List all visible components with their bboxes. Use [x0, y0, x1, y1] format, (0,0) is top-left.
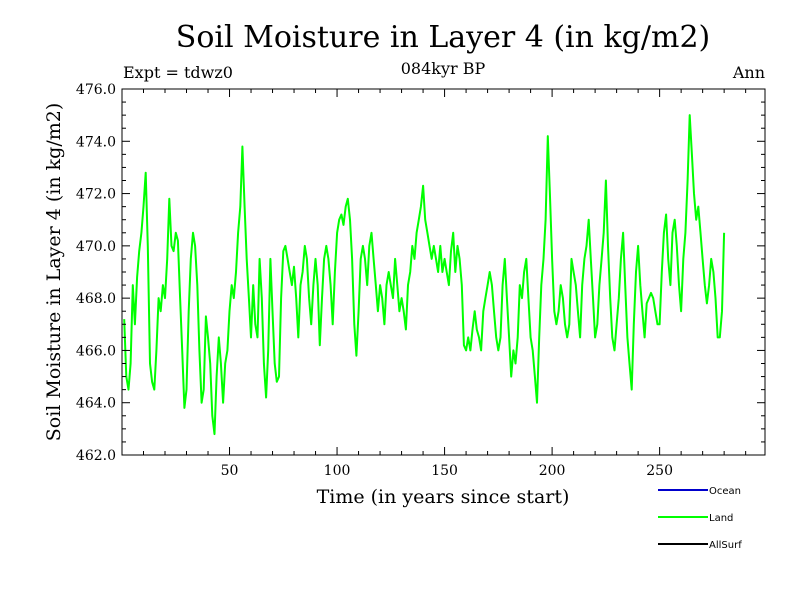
x-tick-label: 100 [324, 463, 351, 479]
tick-labels: 50 100 150 200 250 462.0 464.0 466.0 468.0 470.0 4… [76, 82, 673, 479]
legend-label-land: Land [709, 513, 733, 524]
chart-subtitle: 084kyr BP [401, 59, 486, 78]
y-axis-label: Soil Moisture in Layer 4 (in kg/m2) [43, 103, 65, 442]
expt-label: Expt = tdwz0 [123, 63, 233, 82]
x-tick-label: 50 [221, 463, 239, 479]
season-label: Ann [732, 63, 765, 82]
x-tick-label: 150 [431, 463, 458, 479]
y-tick-label: 472.0 [76, 187, 116, 203]
x-tick-label: 200 [539, 463, 566, 479]
plot-line-group [123, 114, 726, 436]
y-tick-label: 466.0 [76, 343, 116, 359]
chart-title: Soil Moisture in Layer 4 (in kg/m2) [176, 20, 710, 55]
y-tick-label: 476.0 [76, 82, 116, 98]
plot-frame [121, 88, 766, 456]
y-tick-label: 462.0 [76, 448, 116, 464]
y-tick-label: 464.0 [76, 396, 116, 412]
y-tick-label: 470.0 [76, 239, 116, 255]
series-line-land [123, 114, 726, 436]
legend: Ocean Land AllSurf [658, 486, 742, 551]
legend-label-allsurf: AllSurf [709, 540, 742, 551]
x-tick-label: 250 [646, 463, 673, 479]
legend-label-ocean: Ocean [709, 486, 741, 497]
y-tick-label: 474.0 [76, 134, 116, 150]
x-axis-label: Time (in years since start) [317, 486, 570, 508]
tick-marks [122, 89, 765, 455]
y-tick-label: 468.0 [76, 291, 116, 307]
